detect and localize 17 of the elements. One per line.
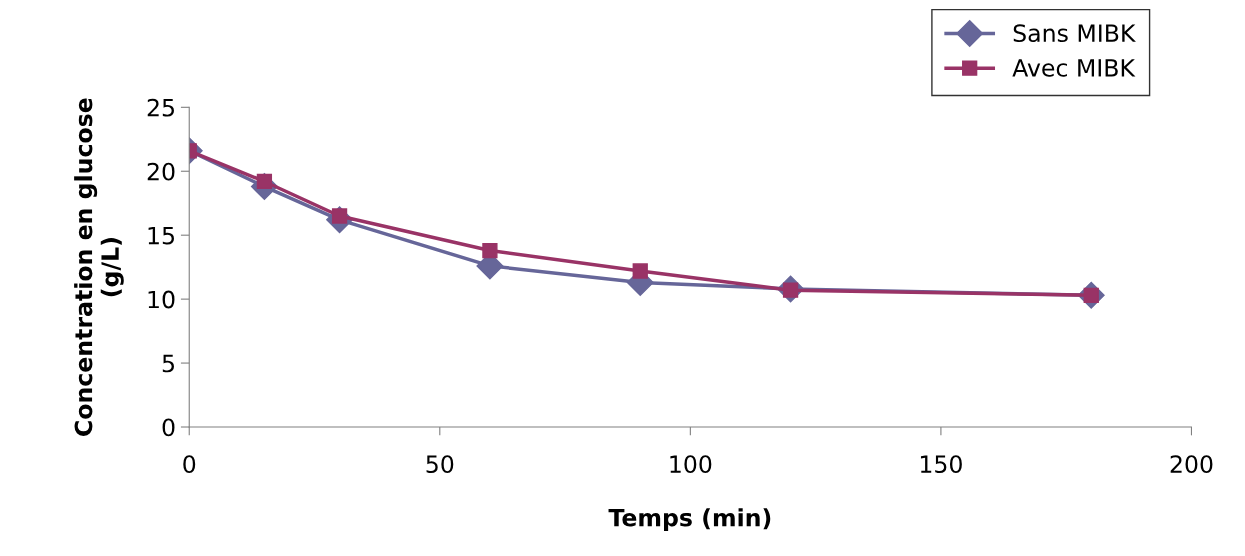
y-tick-label: 0 [162,418,175,437]
x-tick-label: 200 [1170,455,1213,474]
x-tick-label: 100 [670,455,712,474]
y-axis-title: Concentration en glucose (g/L) [74,98,124,436]
y-tick-label: 25 [147,98,174,117]
x-tick-label: 50 [426,455,454,474]
x-tick-label: 0 [183,455,196,474]
x-tick-label: 150 [920,455,962,474]
y-tick-label: 15 [148,226,174,245]
y-tick-label: 5 [162,354,174,373]
legend-label: Sans MIBK [1013,24,1136,43]
legend-label: Avec MIBK [1012,59,1136,77]
point [482,242,498,259]
y-tick-label: 20 [147,162,175,181]
x-axis-title: Temps (min) [608,508,771,532]
y-tick-label: 10 [148,290,175,309]
point [632,263,648,279]
